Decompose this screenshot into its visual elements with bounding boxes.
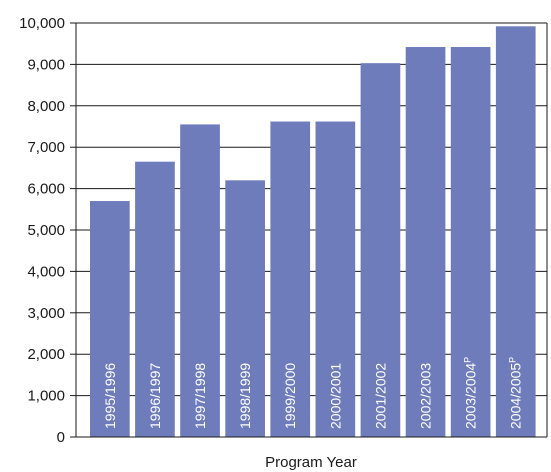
category-label: 1999/2000 <box>282 363 298 429</box>
y-tick-label: 4,000 <box>27 263 65 280</box>
bar <box>495 26 536 437</box>
category-label: 2003/2004P <box>463 357 479 429</box>
bar <box>225 180 265 437</box>
category-label: 2001/2002 <box>372 363 388 429</box>
bar <box>450 47 491 438</box>
category-labels: 1995/1996 1996/1997 1997/1998 1998/1999 1999… <box>102 357 524 429</box>
category-label: 1997/1998 <box>192 363 208 429</box>
y-tick-label: 2,000 <box>27 346 65 363</box>
category-label: 2004/2005P <box>508 357 524 429</box>
bar <box>405 47 446 438</box>
bar <box>270 121 311 438</box>
bar <box>180 124 220 438</box>
category-label: 1996/1997 <box>147 363 163 429</box>
category-label: 1995/1996 <box>102 363 118 429</box>
y-tick-label: 0 <box>57 429 65 446</box>
category-label: 2002/2003 <box>418 363 434 429</box>
y-tick-label: 10,000 <box>19 15 65 32</box>
y-tick-label: 9,000 <box>27 56 65 73</box>
category-label: 1998/1999 <box>237 363 253 429</box>
bars <box>90 26 536 438</box>
bar <box>135 161 175 437</box>
y-tick-label: 5,000 <box>27 222 65 239</box>
y-tick-label: 8,000 <box>27 98 65 115</box>
y-tick-labels: 0 1,000 2,000 3,000 4,000 5,000 6,000 7,000 8,00… <box>19 15 65 446</box>
y-tick-label: 3,000 <box>27 305 65 322</box>
y-tick-label: 6,000 <box>27 181 65 198</box>
x-axis-title: Program Year <box>265 454 357 471</box>
bar <box>360 63 401 438</box>
bar <box>90 201 130 437</box>
category-label: 2000/2001 <box>327 363 343 429</box>
bar <box>315 121 356 438</box>
axes <box>70 22 548 438</box>
y-tick-label: 7,000 <box>27 139 65 156</box>
y-tick-label: 1,000 <box>27 388 65 405</box>
